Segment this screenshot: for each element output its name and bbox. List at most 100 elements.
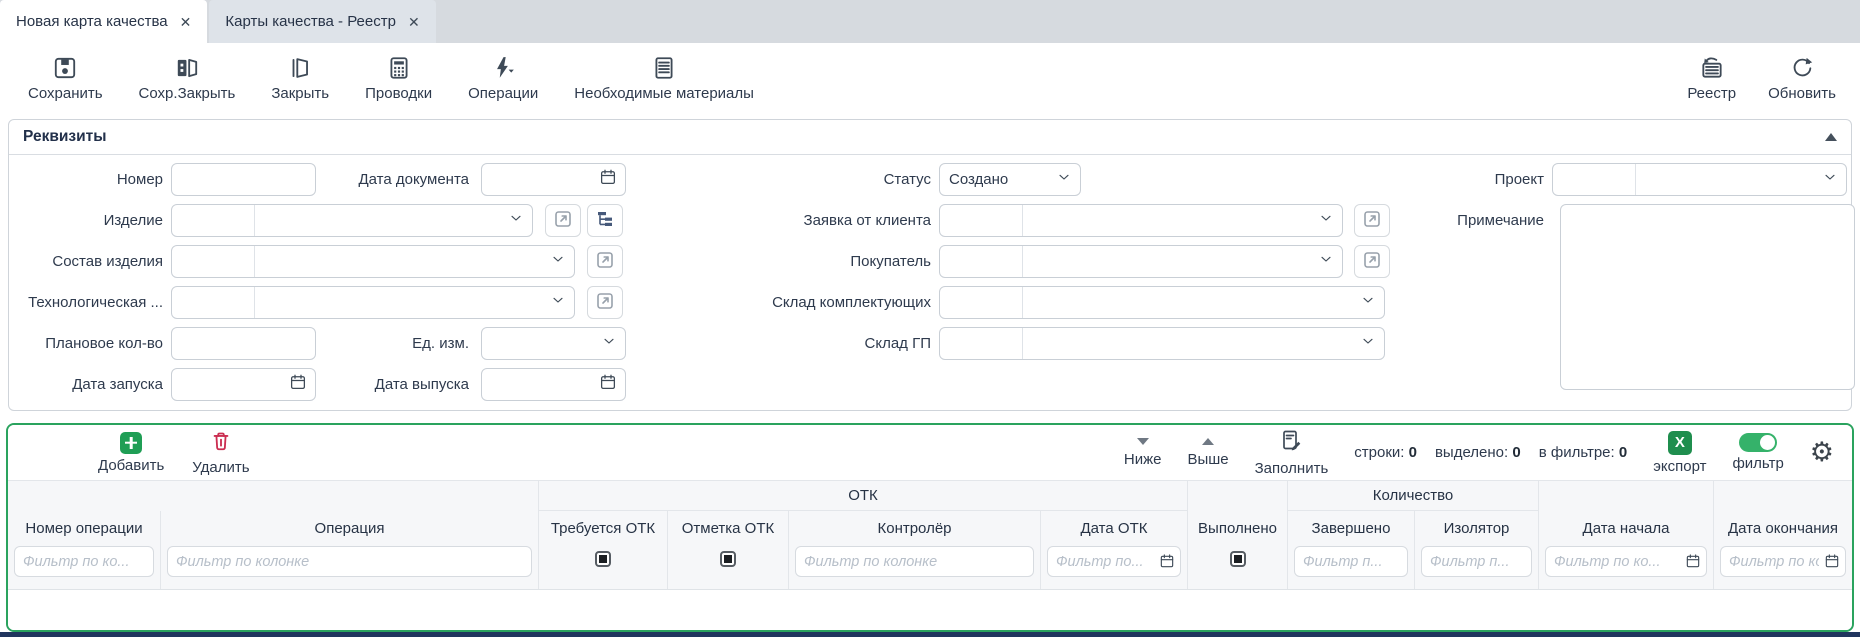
project-code-segment[interactable] — [1553, 164, 1636, 195]
buyer-code-segment[interactable] — [940, 246, 1023, 277]
gear-icon[interactable]: ⚙ — [1809, 437, 1834, 467]
operation-filter-input[interactable] — [167, 546, 532, 577]
move-below-button[interactable]: Ниже — [1124, 437, 1161, 468]
components-warehouse-code-segment[interactable] — [940, 287, 1023, 318]
close-document-button[interactable]: Закрыть — [271, 55, 329, 102]
product-tree-button[interactable] — [587, 204, 623, 237]
number-input[interactable] — [171, 163, 316, 196]
calculator-icon — [386, 55, 412, 81]
start-date-filter-input[interactable] — [1545, 546, 1707, 577]
project-combo[interactable] — [1552, 163, 1847, 196]
unit-label: Ед. изм. — [412, 335, 469, 352]
add-row-button[interactable]: Добавить — [98, 431, 164, 474]
finished-qty-filter-input[interactable] — [1294, 546, 1408, 577]
operation-number-filter-input[interactable] — [14, 546, 154, 577]
project-label: Проект — [1494, 171, 1544, 188]
client-request-code-segment[interactable] — [940, 205, 1023, 236]
end-date-filter-input[interactable] — [1720, 546, 1846, 577]
filter-toggle-button[interactable]: фильтр — [1732, 433, 1784, 472]
column-otk-date[interactable]: Дата ОТК — [1041, 511, 1188, 589]
otk-mark-filter-checkbox[interactable] — [720, 551, 736, 567]
register-icon — [1699, 55, 1725, 81]
lightning-icon — [490, 55, 516, 81]
tab-new-quality-card[interactable]: Новая карта качества ✕ — [0, 0, 208, 43]
unit-select[interactable] — [481, 327, 626, 360]
column-operation[interactable]: Операция — [161, 511, 539, 589]
completed-filter-checkbox[interactable] — [1229, 551, 1246, 567]
grid-header: ОТК Количество Номер операции Операция Т… — [8, 480, 1852, 590]
toggle-on-icon[interactable] — [1739, 433, 1778, 452]
column-controller[interactable]: Контролёр — [789, 511, 1041, 589]
note-textarea[interactable] — [1560, 204, 1855, 390]
open-link-icon — [595, 250, 615, 273]
isolator-filter-input[interactable] — [1421, 546, 1532, 577]
grid-body-empty[interactable] — [8, 590, 1852, 630]
tech-map-code-segment[interactable] — [172, 287, 255, 318]
open-product-button[interactable] — [545, 204, 581, 237]
doc-date-input[interactable] — [490, 170, 599, 189]
open-client-request-button[interactable] — [1354, 204, 1390, 237]
launch-date-field[interactable] — [171, 368, 316, 401]
chevron-down-icon — [508, 210, 524, 231]
open-buyer-button[interactable] — [1354, 245, 1390, 278]
close-icon[interactable]: ✕ — [407, 13, 420, 30]
product-label: Изделие — [103, 212, 163, 229]
move-above-button[interactable]: Выше — [1187, 437, 1229, 468]
register-button[interactable]: Реестр — [1687, 55, 1736, 102]
open-tech-map-button[interactable] — [587, 286, 623, 319]
otk-required-filter-checkbox[interactable] — [595, 551, 611, 567]
calendar-icon[interactable] — [289, 373, 307, 396]
release-date-field[interactable] — [481, 368, 626, 401]
refresh-button[interactable]: Обновить — [1768, 55, 1836, 102]
column-otk-required[interactable]: Требуется ОТК — [539, 511, 668, 589]
tree-icon — [595, 209, 615, 232]
launch-date-input[interactable] — [180, 375, 289, 394]
status-select[interactable]: Создано — [939, 163, 1081, 196]
save-close-button[interactable]: Сохр.Закрыть — [139, 55, 235, 102]
fill-button[interactable]: Заполнить — [1255, 429, 1328, 477]
required-materials-button[interactable]: Необходимые материалы — [574, 55, 754, 102]
client-request-combo[interactable] — [939, 204, 1343, 237]
chevron-down-icon — [1318, 251, 1334, 272]
delete-row-button[interactable]: Удалить — [192, 430, 250, 476]
column-completed[interactable]: Выполнено — [1188, 511, 1288, 589]
column-start-date[interactable]: Дата начала — [1539, 511, 1714, 589]
tech-map-combo[interactable] — [171, 286, 575, 319]
product-composition-combo[interactable] — [171, 245, 575, 278]
column-operation-number[interactable]: Номер операции — [8, 511, 161, 589]
otk-date-filter-input[interactable] — [1047, 546, 1181, 577]
column-end-date[interactable]: Дата окончания — [1714, 511, 1852, 589]
arrow-up-icon — [1202, 437, 1215, 445]
components-warehouse-combo[interactable] — [939, 286, 1385, 319]
buyer-combo[interactable] — [939, 245, 1343, 278]
column-isolator[interactable]: Изолятор — [1415, 511, 1539, 589]
planned-qty-input[interactable] — [171, 327, 316, 360]
requisites-header: Реквизиты — [9, 120, 1851, 155]
open-product-composition-button[interactable] — [587, 245, 623, 278]
requisites-panel: Реквизиты Номер Дата документа Статус — [8, 119, 1855, 411]
calendar-icon[interactable] — [599, 168, 617, 191]
operations-button[interactable]: Операции — [468, 55, 538, 102]
column-finished-qty[interactable]: Завершено — [1288, 511, 1415, 589]
controller-filter-input[interactable] — [795, 546, 1034, 577]
release-date-input[interactable] — [490, 375, 599, 394]
product-combo[interactable] — [171, 204, 533, 237]
postings-button[interactable]: Проводки — [365, 55, 432, 102]
product-composition-code-segment[interactable] — [172, 246, 255, 277]
close-icon[interactable]: ✕ — [179, 13, 192, 30]
main-toolbar: Сохранить Сохр.Закрыть Закрыть Проводки … — [0, 43, 1860, 113]
refresh-icon — [1789, 55, 1815, 81]
fg-warehouse-code-segment[interactable] — [940, 328, 1023, 359]
column-otk-mark[interactable]: Отметка ОТК — [668, 511, 789, 589]
tab-quality-cards-register[interactable]: Карты качества - Реестр ✕ — [209, 0, 436, 43]
doc-date-field[interactable] — [481, 163, 626, 196]
fg-warehouse-label: Склад ГП — [864, 335, 931, 352]
calendar-icon[interactable] — [599, 373, 617, 396]
collapse-panel-icon[interactable] — [1825, 133, 1837, 141]
export-excel-button[interactable]: X экспорт — [1653, 430, 1706, 475]
fg-warehouse-combo[interactable] — [939, 327, 1385, 360]
product-code-segment[interactable] — [172, 205, 255, 236]
number-label: Номер — [116, 171, 163, 188]
chevron-down-icon — [550, 292, 566, 313]
save-button[interactable]: Сохранить — [28, 55, 103, 102]
